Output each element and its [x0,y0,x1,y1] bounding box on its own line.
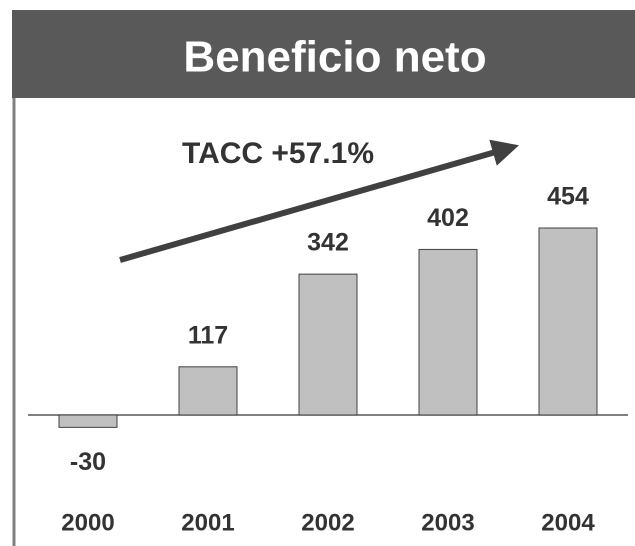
header-band [12,10,635,98]
x-tick-label: 2004 [541,509,595,536]
bar [538,227,598,416]
bar [298,273,358,416]
x-tick-label: 2000 [61,509,114,536]
trend-arrow [119,139,519,263]
bar [178,366,238,416]
value-label: 402 [427,204,469,232]
x-tick-label: 2001 [181,509,234,536]
bar [58,414,118,428]
bar [418,248,478,416]
value-label: -30 [70,448,106,476]
x-tick-label: 2003 [421,509,474,536]
value-label: 342 [307,229,349,257]
chart-title: Beneficio neto [183,33,486,82]
x-tick-label: 2002 [301,509,354,536]
value-label: 117 [188,321,228,349]
value-label: 454 [547,183,589,211]
annotation: TACC +57.1% [182,137,374,170]
